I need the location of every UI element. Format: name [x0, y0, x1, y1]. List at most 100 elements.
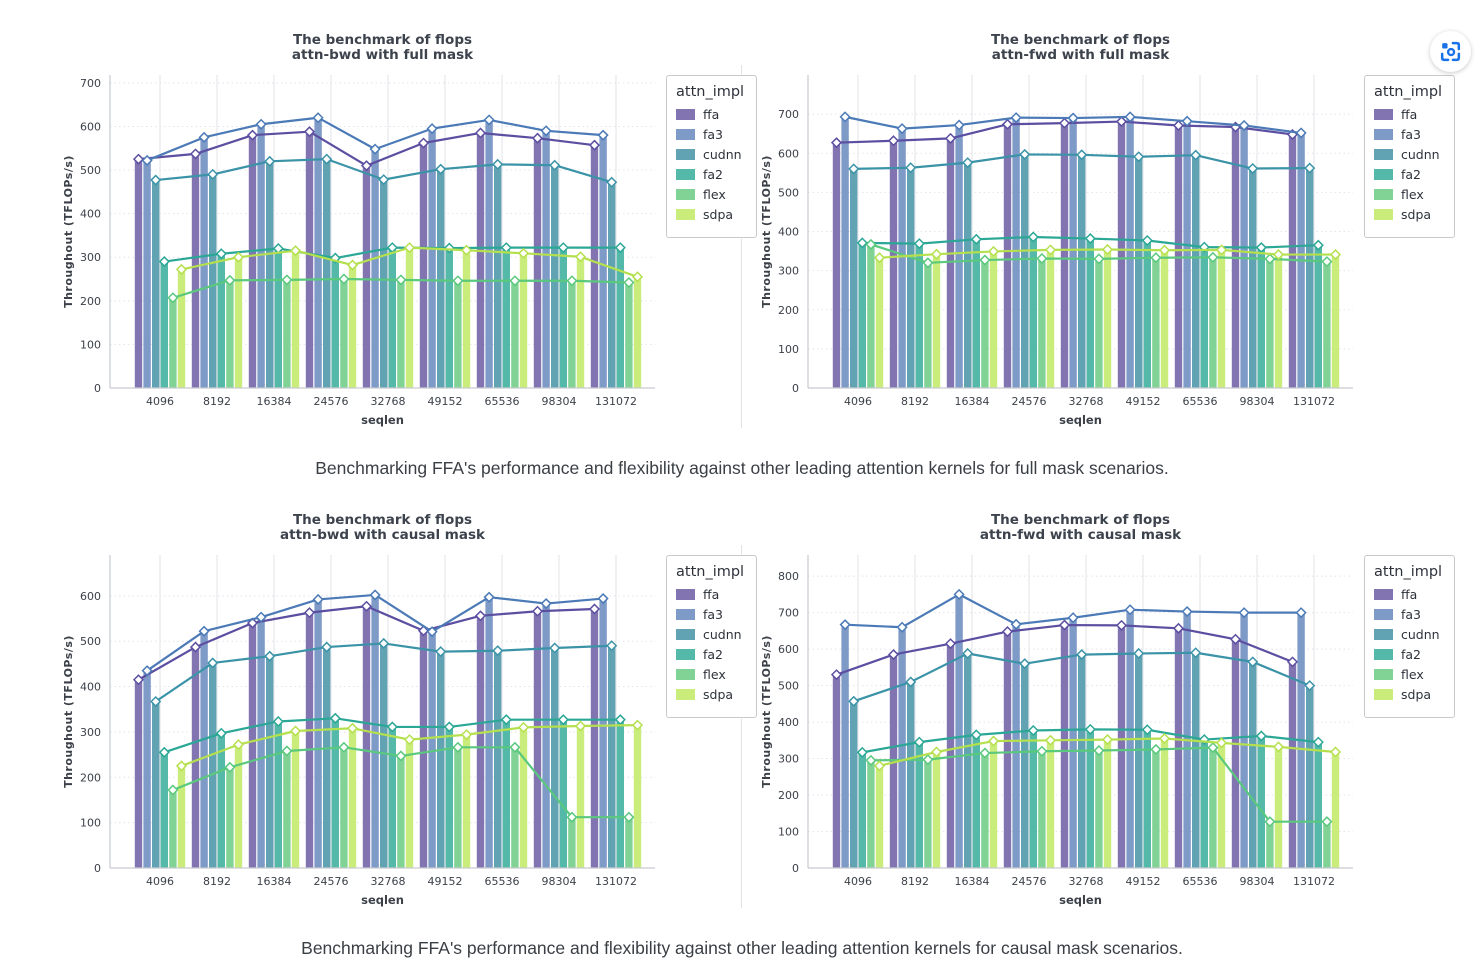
svg-text:32768: 32768 — [371, 875, 406, 888]
svg-text:seqlen: seqlen — [361, 413, 404, 427]
svg-text:Throughout (TFLOPs/s): Throughout (TFLOPs/s) — [760, 635, 773, 788]
svg-text:131072: 131072 — [1293, 395, 1335, 408]
legend-label-fa2: fa2 — [703, 647, 724, 662]
legend-item-cudnn: cudnn — [1374, 147, 1442, 162]
legend-attn-fwd-causal-mask: attn_impl ffa fa3 cudnn fa2 flex sdpa — [1364, 555, 1456, 718]
line-fa2 — [856, 723, 1324, 758]
legend-title: attn_impl — [676, 564, 745, 580]
legend-label-fa2: fa2 — [1401, 167, 1422, 182]
svg-text:24576: 24576 — [1012, 875, 1047, 888]
legend-label-ffa: ffa — [703, 587, 720, 602]
svg-text:attn-fwd with causal mask: attn-fwd with causal mask — [980, 527, 1182, 543]
bars-sdpa — [177, 247, 642, 388]
legend-swatch-sdpa — [676, 209, 695, 220]
legend-attn-fwd-full-mask: attn_impl ffa fa3 cudnn fa2 flex sdpa — [1364, 75, 1456, 238]
svg-text:8192: 8192 — [203, 875, 231, 888]
svg-text:4096: 4096 — [146, 395, 174, 408]
legend-swatch-sdpa — [676, 689, 695, 700]
caption-causal-mask: Benchmarking FFA's performance and flexi… — [301, 938, 1183, 958]
legend-label-cudnn: cudnn — [1401, 627, 1440, 642]
svg-text:Throughout (TFLOPs/s): Throughout (TFLOPs/s) — [62, 635, 75, 788]
svg-text:24576: 24576 — [314, 875, 349, 888]
svg-text:800: 800 — [778, 570, 799, 583]
figure-row-full-mask: The benchmark of flops attn-bwd with full… — [0, 10, 1484, 450]
svg-text:400: 400 — [80, 208, 101, 221]
legend-swatch-flex — [1374, 669, 1393, 680]
line-flex — [167, 741, 635, 823]
bars-cudnn — [850, 652, 1314, 868]
legend-label-fa3: fa3 — [1401, 127, 1422, 142]
svg-text:300: 300 — [80, 726, 101, 739]
svg-text:attn-bwd with causal mask: attn-bwd with causal mask — [280, 527, 486, 543]
legend-item-fa2: fa2 — [676, 647, 744, 662]
svg-text:300: 300 — [778, 753, 799, 766]
legend-label-fa3: fa3 — [703, 127, 724, 142]
legend-label-fa2: fa2 — [1401, 647, 1422, 662]
legend-swatch-flex — [676, 189, 695, 200]
legend-attn-bwd-causal-mask: attn_impl ffa fa3 cudnn fa2 flex sdpa — [666, 555, 758, 718]
svg-text:131072: 131072 — [595, 395, 637, 408]
svg-text:100: 100 — [80, 817, 101, 830]
svg-text:98304: 98304 — [1240, 395, 1275, 408]
svg-text:200: 200 — [80, 295, 101, 308]
legend-label-flex: flex — [703, 187, 726, 202]
chart-attn-fwd-full-mask: The benchmark of flops attn-fwd with full… — [742, 10, 1483, 450]
legend-item-cudnn: cudnn — [676, 147, 744, 162]
bars-sdpa — [875, 738, 1340, 868]
line-flex — [865, 742, 1333, 828]
legend-swatch-ffa — [1374, 109, 1393, 120]
legend-swatch-sdpa — [1374, 209, 1393, 220]
line-fa2 — [158, 712, 626, 758]
legend-swatch-fa2 — [1374, 169, 1393, 180]
svg-text:The benchmark of flops: The benchmark of flops — [991, 512, 1170, 528]
svg-text:16384: 16384 — [955, 395, 990, 408]
bars-flex — [169, 747, 633, 868]
svg-text:32768: 32768 — [1069, 875, 1104, 888]
legend-item-fa2: fa2 — [1374, 167, 1442, 182]
legend-item-fa2: fa2 — [1374, 647, 1442, 662]
line-cudnn — [848, 148, 1316, 175]
svg-text:49152: 49152 — [428, 395, 463, 408]
legend-label-sdpa: sdpa — [703, 207, 734, 222]
svg-text:100: 100 — [778, 826, 799, 839]
caption-full-mask: Benchmarking FFA's performance and flexi… — [315, 458, 1169, 478]
legend-item-ffa: ffa — [676, 107, 744, 122]
svg-text:16384: 16384 — [955, 875, 990, 888]
line-fa3 — [141, 589, 609, 677]
svg-text:200: 200 — [80, 771, 101, 784]
line-cudnn — [150, 637, 618, 708]
svg-text:The benchmark of flops: The benchmark of flops — [293, 32, 472, 48]
bars-cudnn — [850, 154, 1314, 388]
legend-label-sdpa: sdpa — [1401, 207, 1432, 222]
line-sdpa — [873, 243, 1342, 264]
svg-text:16384: 16384 — [257, 395, 292, 408]
legend-item-flex: flex — [676, 187, 744, 202]
svg-text:131072: 131072 — [595, 875, 637, 888]
legend-item-ffa: ffa — [676, 587, 744, 602]
legend-swatch-cudnn — [1374, 149, 1393, 160]
legend-label-cudnn: cudnn — [703, 147, 742, 162]
svg-text:49152: 49152 — [1126, 395, 1161, 408]
legend-label-flex: flex — [1401, 187, 1424, 202]
svg-text:65536: 65536 — [1183, 875, 1218, 888]
region-capture-button[interactable] — [1430, 31, 1471, 72]
chart-attn-bwd-full-mask: The benchmark of flops attn-bwd with full… — [0, 10, 758, 450]
svg-text:400: 400 — [778, 226, 799, 239]
legend-swatch-cudnn — [1374, 629, 1393, 640]
svg-text:8192: 8192 — [203, 395, 231, 408]
legend-item-fa2: fa2 — [676, 167, 744, 182]
svg-text:8192: 8192 — [901, 875, 929, 888]
legend-swatch-fa3 — [676, 609, 695, 620]
line-flex — [167, 273, 635, 304]
legend-item-fa3: fa3 — [676, 607, 744, 622]
line-fa3 — [839, 111, 1307, 139]
legend-swatch-fa2 — [676, 649, 695, 660]
legend-label-sdpa: sdpa — [703, 687, 734, 702]
svg-text:0: 0 — [94, 382, 101, 395]
svg-text:700: 700 — [80, 77, 101, 90]
svg-text:4096: 4096 — [146, 875, 174, 888]
